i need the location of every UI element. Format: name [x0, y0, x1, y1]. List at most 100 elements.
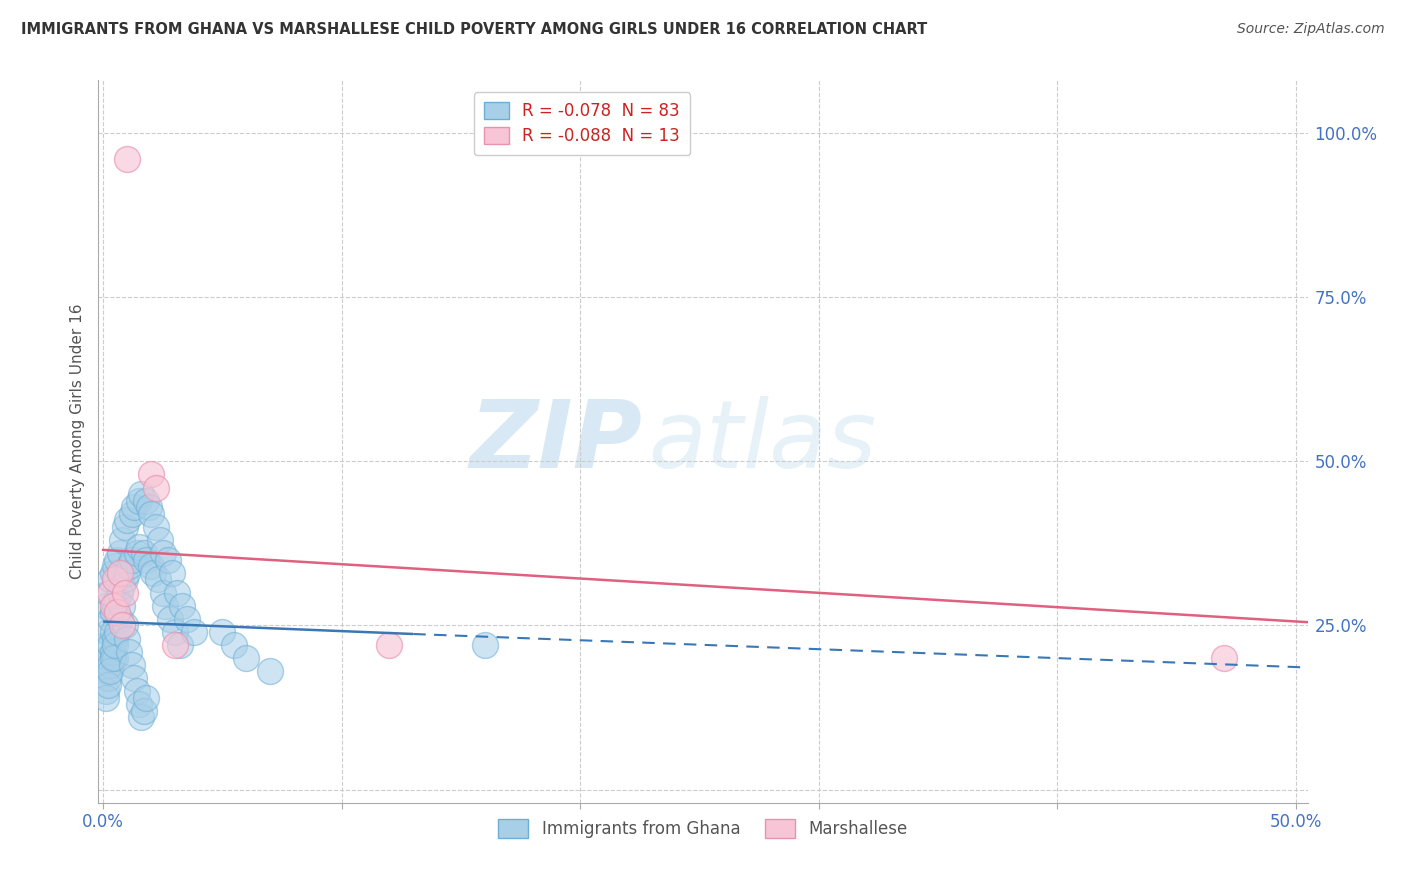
Point — [108, 612, 131, 626]
Point — [166, 585, 188, 599]
Point — [111, 618, 134, 632]
Point — [114, 520, 136, 534]
Point — [121, 553, 143, 567]
Point — [211, 625, 233, 640]
Point — [125, 546, 148, 560]
Point — [108, 546, 131, 560]
Point — [139, 467, 162, 482]
Point — [104, 559, 127, 574]
Point — [115, 152, 138, 166]
Point — [101, 645, 124, 659]
Point — [107, 605, 129, 619]
Point — [98, 612, 121, 626]
Point — [97, 585, 120, 599]
Point — [224, 638, 246, 652]
Point — [101, 651, 124, 665]
Legend: Immigrants from Ghana, Marshallese: Immigrants from Ghana, Marshallese — [492, 813, 914, 845]
Point — [163, 638, 186, 652]
Point — [97, 651, 120, 665]
Point — [98, 585, 121, 599]
Point — [169, 638, 191, 652]
Point — [159, 612, 181, 626]
Point — [101, 599, 124, 613]
Y-axis label: Child Poverty Among Girls Under 16: Child Poverty Among Girls Under 16 — [69, 304, 84, 579]
Point — [97, 677, 120, 691]
Point — [156, 553, 179, 567]
Point — [132, 546, 155, 560]
Point — [125, 684, 148, 698]
Point — [145, 481, 167, 495]
Point — [114, 573, 136, 587]
Point — [104, 573, 127, 587]
Point — [135, 493, 157, 508]
Point — [1213, 651, 1236, 665]
Point — [94, 665, 117, 679]
Point — [176, 612, 198, 626]
Point — [145, 520, 167, 534]
Point — [128, 698, 150, 712]
Point — [131, 487, 153, 501]
Point — [101, 566, 124, 580]
Point — [139, 507, 162, 521]
Point — [474, 638, 496, 652]
Point — [142, 566, 165, 580]
Text: IMMIGRANTS FROM GHANA VS MARSHALLESE CHILD POVERTY AMONG GIRLS UNDER 16 CORRELAT: IMMIGRANTS FROM GHANA VS MARSHALLESE CHI… — [21, 22, 928, 37]
Point — [121, 507, 143, 521]
Point — [98, 573, 121, 587]
Point — [107, 625, 129, 640]
Point — [108, 566, 131, 580]
Point — [104, 599, 127, 613]
Point — [152, 546, 174, 560]
Point — [107, 553, 129, 567]
Text: Source: ZipAtlas.com: Source: ZipAtlas.com — [1237, 22, 1385, 37]
Point — [135, 690, 157, 705]
Point — [111, 533, 134, 547]
Point — [114, 618, 136, 632]
Point — [153, 599, 176, 613]
Text: ZIP: ZIP — [470, 395, 643, 488]
Point — [104, 651, 127, 665]
Point — [101, 605, 124, 619]
Point — [94, 599, 117, 613]
Point — [121, 657, 143, 672]
Point — [118, 645, 141, 659]
Point — [128, 493, 150, 508]
Point — [111, 599, 134, 613]
Point — [122, 500, 145, 515]
Point — [183, 625, 205, 640]
Point — [115, 513, 138, 527]
Point — [111, 579, 134, 593]
Point — [138, 500, 160, 515]
Point — [149, 533, 172, 547]
Point — [94, 684, 117, 698]
Point — [162, 566, 184, 580]
Point — [94, 690, 117, 705]
Point — [118, 559, 141, 574]
Point — [104, 632, 127, 646]
Point — [115, 632, 138, 646]
Point — [98, 665, 121, 679]
Point — [131, 710, 153, 724]
Point — [101, 625, 124, 640]
Point — [107, 592, 129, 607]
Point — [378, 638, 401, 652]
Point — [104, 638, 127, 652]
Point — [115, 566, 138, 580]
Point — [170, 599, 193, 613]
Point — [146, 573, 169, 587]
Point — [97, 671, 120, 685]
Point — [132, 704, 155, 718]
Point — [139, 559, 162, 574]
Point — [98, 638, 121, 652]
Point — [259, 665, 281, 679]
Point — [122, 671, 145, 685]
Point — [108, 585, 131, 599]
Point — [94, 638, 117, 652]
Point — [98, 657, 121, 672]
Point — [97, 625, 120, 640]
Point — [135, 553, 157, 567]
Text: atlas: atlas — [648, 396, 877, 487]
Point — [128, 540, 150, 554]
Point — [114, 585, 136, 599]
Point — [152, 585, 174, 599]
